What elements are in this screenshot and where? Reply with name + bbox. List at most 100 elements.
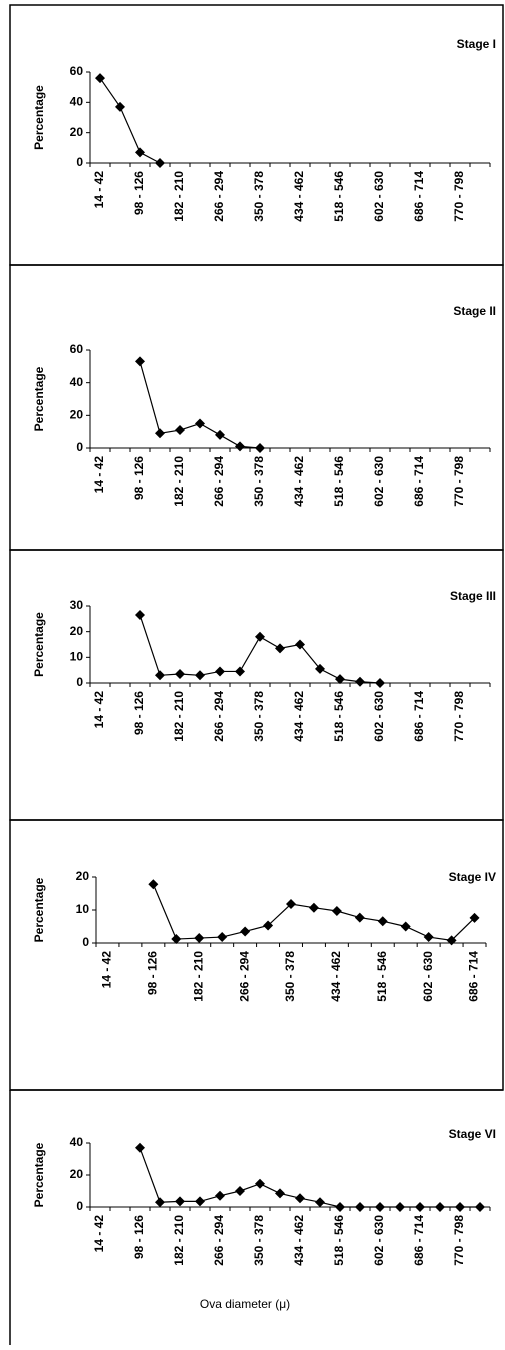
data-point xyxy=(135,609,145,620)
data-point xyxy=(415,1202,425,1212)
data-point xyxy=(194,933,205,944)
x-tick-label: 14 - 42 xyxy=(92,691,106,729)
data-point xyxy=(446,935,457,946)
y-tick-label: 10 xyxy=(70,650,84,664)
y-axis-label: Percentage xyxy=(32,85,46,150)
data-point xyxy=(215,666,225,677)
x-tick-label: 182 - 210 xyxy=(172,171,186,222)
x-tick-label: 686 - 714 xyxy=(412,171,426,222)
panel-title: Stage I xyxy=(457,37,496,51)
y-tick-label: 40 xyxy=(70,95,84,109)
y-tick-label: 20 xyxy=(70,408,84,422)
y-axis-label: Percentage xyxy=(32,1142,46,1207)
y-tick-label: 40 xyxy=(70,1135,84,1149)
x-tick-label: 602 - 630 xyxy=(421,951,435,1002)
data-point xyxy=(175,425,185,436)
data-point xyxy=(235,1186,245,1196)
data-line xyxy=(139,1147,480,1208)
data-point xyxy=(286,899,296,910)
y-tick-label: 0 xyxy=(76,1199,83,1213)
x-tick-label: 350 - 378 xyxy=(252,456,266,507)
data-point xyxy=(255,443,265,453)
data-point xyxy=(395,1202,405,1212)
y-tick-label: 60 xyxy=(70,64,84,78)
x-tick-label: 686 - 714 xyxy=(412,456,426,507)
data-point xyxy=(315,663,325,674)
data-point xyxy=(331,905,342,916)
x-tick-label: 434 - 462 xyxy=(292,691,306,742)
panel-title: Stage II xyxy=(453,304,496,318)
data-point xyxy=(95,73,105,84)
x-tick-label: 350 - 378 xyxy=(252,1215,266,1266)
y-axis-label: Percentage xyxy=(32,877,46,942)
panel-title: Stage VI xyxy=(449,1127,496,1141)
panel-title: Stage IV xyxy=(449,870,496,884)
x-axis-label: Ova diameter (μ) xyxy=(200,1297,290,1311)
data-point xyxy=(195,670,205,681)
y-tick-label: 60 xyxy=(70,342,84,356)
x-tick-label: 686 - 714 xyxy=(467,951,481,1002)
y-tick-label: 0 xyxy=(82,935,89,949)
data-point xyxy=(215,429,225,440)
data-point xyxy=(263,920,274,931)
data-point xyxy=(171,934,182,945)
y-tick-label: 20 xyxy=(70,125,84,139)
data-point xyxy=(115,101,125,112)
x-tick-label: 14 - 42 xyxy=(92,1215,106,1253)
data-point xyxy=(235,666,245,677)
data-point xyxy=(175,669,185,680)
data-point xyxy=(255,631,265,642)
data-point xyxy=(354,912,365,923)
x-tick-label: 602 - 630 xyxy=(372,1215,386,1266)
data-point xyxy=(217,932,228,943)
y-axis-label: Percentage xyxy=(32,366,46,431)
data-point xyxy=(195,1196,205,1207)
x-tick-label: 350 - 378 xyxy=(252,691,266,742)
data-point xyxy=(275,643,285,654)
data-point xyxy=(355,676,365,687)
x-tick-label: 686 - 714 xyxy=(412,1215,426,1266)
data-point xyxy=(423,932,434,943)
data-point xyxy=(375,1202,385,1212)
x-tick-label: 182 - 210 xyxy=(172,691,186,742)
x-tick-label: 518 - 546 xyxy=(332,691,346,742)
x-tick-label: 98 - 126 xyxy=(146,951,160,995)
y-tick-label: 0 xyxy=(76,675,83,689)
data-point xyxy=(475,1202,485,1212)
x-tick-label: 266 - 294 xyxy=(237,951,251,1002)
x-tick-label: 518 - 546 xyxy=(375,951,389,1002)
y-tick-label: 20 xyxy=(70,1167,84,1181)
data-point xyxy=(335,1202,345,1212)
data-point xyxy=(215,1190,225,1201)
data-point xyxy=(455,1202,465,1212)
x-tick-label: 182 - 210 xyxy=(172,1215,186,1266)
data-point xyxy=(155,1197,165,1208)
data-point xyxy=(400,921,411,932)
x-tick-label: 98 - 126 xyxy=(132,691,146,735)
y-tick-label: 0 xyxy=(76,155,83,169)
y-tick-label: 20 xyxy=(70,624,84,638)
x-tick-label: 770 - 798 xyxy=(452,1215,466,1266)
y-tick-label: 30 xyxy=(70,598,84,612)
x-tick-label: 686 - 714 xyxy=(412,691,426,742)
data-point xyxy=(235,441,245,452)
data-point xyxy=(195,418,205,429)
data-point xyxy=(255,1178,265,1189)
data-point xyxy=(135,147,145,158)
data-line xyxy=(139,614,381,684)
x-tick-label: 266 - 294 xyxy=(212,456,226,507)
data-point xyxy=(240,926,251,937)
x-tick-label: 434 - 462 xyxy=(292,456,306,507)
x-tick-label: 434 - 462 xyxy=(292,1215,306,1266)
x-tick-label: 518 - 546 xyxy=(332,1215,346,1266)
x-tick-label: 770 - 798 xyxy=(452,171,466,222)
data-point xyxy=(295,639,305,650)
data-point xyxy=(155,158,165,168)
data-line xyxy=(99,77,161,164)
x-tick-label: 14 - 42 xyxy=(92,171,106,209)
x-tick-label: 602 - 630 xyxy=(372,691,386,742)
data-point xyxy=(308,902,319,913)
y-tick-label: 40 xyxy=(70,375,84,389)
x-tick-label: 266 - 294 xyxy=(212,1215,226,1266)
